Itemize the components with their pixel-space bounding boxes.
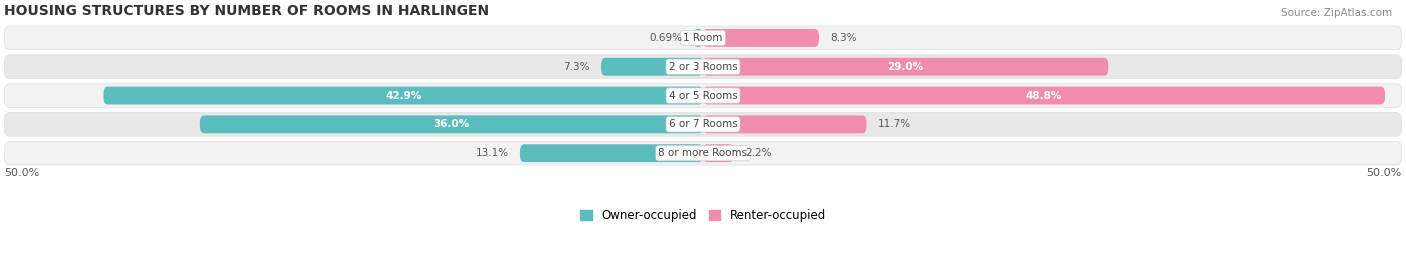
Legend: Owner-occupied, Renter-occupied: Owner-occupied, Renter-occupied [579,209,827,222]
Text: 6 or 7 Rooms: 6 or 7 Rooms [669,119,737,129]
Text: 48.8%: 48.8% [1026,91,1062,101]
Text: 8 or more Rooms: 8 or more Rooms [658,148,748,158]
FancyBboxPatch shape [693,29,703,47]
FancyBboxPatch shape [703,29,820,47]
FancyBboxPatch shape [703,144,734,162]
Text: 50.0%: 50.0% [4,168,39,178]
Text: 2.2%: 2.2% [745,148,772,158]
Text: 13.1%: 13.1% [475,148,509,158]
Text: 0.69%: 0.69% [650,33,682,43]
Text: 42.9%: 42.9% [385,91,422,101]
FancyBboxPatch shape [200,115,703,133]
Text: 36.0%: 36.0% [433,119,470,129]
FancyBboxPatch shape [104,87,703,104]
FancyBboxPatch shape [4,84,1402,107]
FancyBboxPatch shape [703,115,866,133]
Text: 8.3%: 8.3% [830,33,856,43]
Text: 1 Room: 1 Room [683,33,723,43]
FancyBboxPatch shape [4,26,1402,50]
Text: HOUSING STRUCTURES BY NUMBER OF ROOMS IN HARLINGEN: HOUSING STRUCTURES BY NUMBER OF ROOMS IN… [4,4,489,18]
FancyBboxPatch shape [703,58,1108,76]
Text: 4 or 5 Rooms: 4 or 5 Rooms [669,91,737,101]
Text: 11.7%: 11.7% [877,119,911,129]
Text: 29.0%: 29.0% [887,62,924,72]
FancyBboxPatch shape [4,141,1402,165]
Text: 7.3%: 7.3% [564,62,589,72]
Text: 50.0%: 50.0% [1367,168,1402,178]
FancyBboxPatch shape [520,144,703,162]
Text: Source: ZipAtlas.com: Source: ZipAtlas.com [1281,8,1392,18]
Text: 2 or 3 Rooms: 2 or 3 Rooms [669,62,737,72]
FancyBboxPatch shape [4,112,1402,136]
FancyBboxPatch shape [4,55,1402,79]
FancyBboxPatch shape [600,58,703,76]
FancyBboxPatch shape [703,87,1385,104]
